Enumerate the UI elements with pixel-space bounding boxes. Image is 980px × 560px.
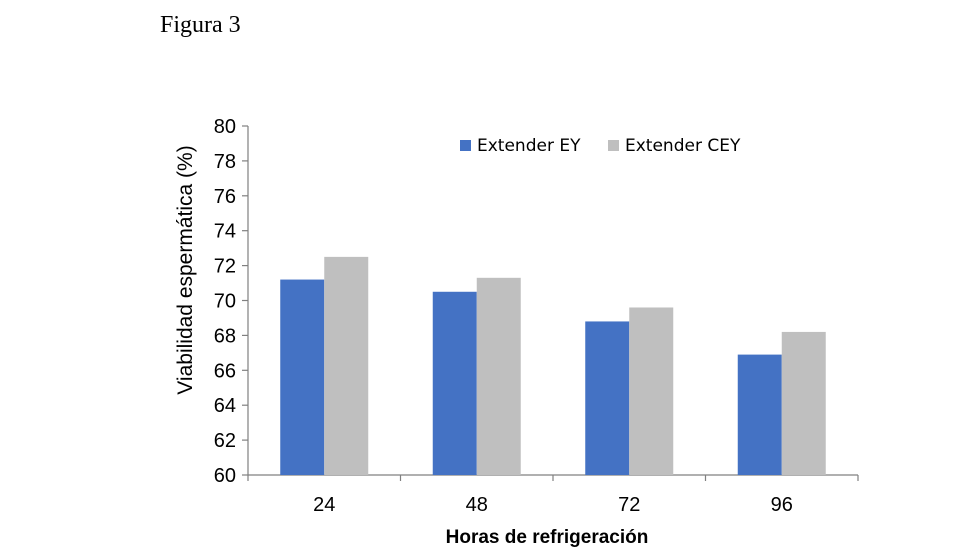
legend-label: Extender EY <box>477 136 581 156</box>
x-tick-label: 24 <box>313 494 335 516</box>
bar-extender-cey-48 <box>476 277 521 475</box>
legend-label: Extender CEY <box>625 136 741 156</box>
y-tick-label: 80 <box>214 116 236 138</box>
y-tick-label: 74 <box>214 221 236 243</box>
bar-extender-cey-96 <box>781 331 826 475</box>
y-tick-label: 76 <box>214 186 236 208</box>
bar-extender-ey-48 <box>432 291 477 475</box>
y-tick-label: 78 <box>214 151 236 173</box>
y-tick-label: 60 <box>214 465 236 487</box>
bar-extender-ey-24 <box>280 279 325 475</box>
x-tick-label: 96 <box>771 494 793 516</box>
y-tick-label: 66 <box>214 360 236 382</box>
x-tick-label: 72 <box>618 494 640 516</box>
x-axis-title: Horas de refrigeración <box>446 527 649 548</box>
y-tick-label: 70 <box>214 291 236 313</box>
y-axis-title: Viabilidad espermática (%) <box>174 145 197 394</box>
figure-title: Figura 3 <box>160 12 241 38</box>
legend-swatch <box>460 140 471 151</box>
y-tick-label: 64 <box>214 395 236 417</box>
chart-legend: Extender EY Extender CEY <box>460 136 741 156</box>
bar-extender-ey-72 <box>585 321 630 475</box>
y-tick-label: 62 <box>214 430 236 452</box>
bar-extender-cey-24 <box>324 256 369 475</box>
bar-extender-ey-96 <box>737 354 782 475</box>
x-tick-label: 48 <box>466 494 488 516</box>
y-tick-label: 72 <box>214 256 236 278</box>
plot-area: 60 62 64 66 68 70 72 74 76 78 80 24 48 72 96 <box>214 116 859 516</box>
legend-swatch <box>608 140 619 151</box>
y-tick-label: 68 <box>214 325 236 347</box>
bar-extender-cey-72 <box>629 307 674 475</box>
